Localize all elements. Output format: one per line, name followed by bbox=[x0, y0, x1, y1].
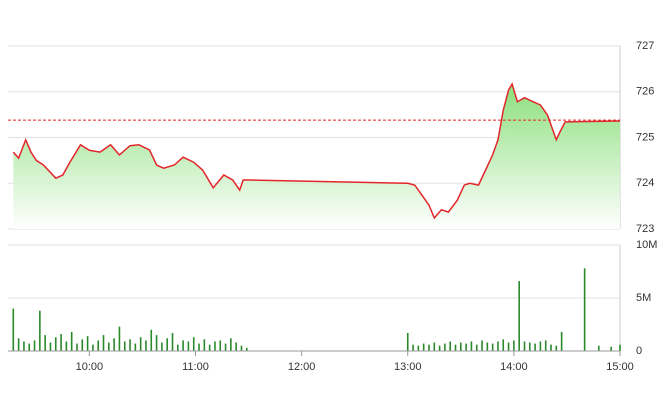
volume-bar bbox=[523, 341, 526, 351]
volume-bar bbox=[198, 343, 200, 351]
volume-bar bbox=[449, 341, 451, 351]
volume-bar bbox=[219, 340, 222, 351]
volume-bar bbox=[108, 342, 110, 351]
volume-bar bbox=[129, 339, 131, 351]
volume-bar bbox=[224, 343, 227, 351]
volume-bar bbox=[465, 343, 467, 351]
volume-bar bbox=[433, 342, 436, 351]
volume-bar bbox=[214, 341, 216, 351]
volume-bar bbox=[208, 344, 211, 351]
volume-bar bbox=[497, 341, 499, 351]
y-tick-label: 0 bbox=[636, 345, 642, 357]
x-tick-label: 14:00 bbox=[500, 361, 528, 373]
volume-bar bbox=[166, 338, 168, 351]
volume-bar bbox=[481, 340, 483, 351]
volume-bar bbox=[502, 339, 505, 351]
volume-bar bbox=[23, 341, 25, 351]
volume-bar bbox=[182, 340, 184, 351]
y-tick-label: 5M bbox=[636, 292, 651, 304]
volume-bar bbox=[518, 281, 520, 351]
volume-bar bbox=[230, 338, 232, 351]
volume-bar bbox=[123, 341, 126, 351]
x-tick-label: 12:00 bbox=[288, 361, 316, 373]
price-line bbox=[12, 82, 621, 220]
volume-bar bbox=[97, 340, 100, 351]
volume-bar bbox=[187, 341, 190, 351]
volume-bar bbox=[454, 344, 457, 351]
y-tick-label: 723 bbox=[636, 223, 654, 235]
volume-bar bbox=[44, 335, 46, 351]
volume-bar bbox=[139, 337, 142, 351]
volume-bar bbox=[113, 338, 115, 351]
volume-bar bbox=[70, 331, 73, 351]
y-tick-label: 725 bbox=[636, 131, 654, 143]
volume-bar bbox=[54, 337, 57, 351]
volume-bar bbox=[171, 332, 174, 351]
x-tick-label: 10:00 bbox=[76, 361, 104, 373]
volume-bar bbox=[513, 340, 515, 351]
volume-bar bbox=[507, 342, 510, 351]
volume-bar bbox=[81, 339, 84, 351]
volume-bar bbox=[235, 342, 237, 351]
volume-bar bbox=[486, 342, 489, 351]
x-tick-label: 11:00 bbox=[182, 361, 209, 373]
volume-bar bbox=[539, 341, 542, 351]
volume-bar bbox=[12, 308, 15, 351]
volume-bar bbox=[102, 335, 105, 351]
y-tick-label: 724 bbox=[636, 177, 654, 189]
volume-bar bbox=[460, 342, 462, 351]
volume-bar bbox=[555, 345, 558, 351]
volume-bar bbox=[39, 310, 41, 351]
volume-bar bbox=[491, 343, 494, 351]
volume-bar bbox=[428, 344, 430, 351]
volume-bar bbox=[155, 335, 158, 351]
volume-bar bbox=[412, 344, 414, 351]
volume-bar bbox=[161, 342, 163, 351]
volume-bar bbox=[245, 347, 248, 351]
x-tick-label: 13:00 bbox=[394, 361, 422, 373]
volume-bar bbox=[470, 341, 473, 351]
volume-bar bbox=[583, 268, 586, 351]
volume-bar bbox=[177, 344, 179, 351]
volume-bar bbox=[240, 345, 243, 351]
y-tick-label: 727 bbox=[636, 40, 654, 52]
volume-bar bbox=[65, 341, 68, 351]
x-tick-label: 15:00 bbox=[606, 361, 634, 373]
volume-bar bbox=[76, 343, 78, 351]
volume-bar bbox=[560, 331, 563, 351]
volume-bar bbox=[192, 337, 195, 351]
volume-bar bbox=[534, 343, 536, 351]
volume-bar bbox=[134, 343, 137, 351]
volume-bar bbox=[610, 346, 612, 351]
volume-bar bbox=[544, 340, 547, 351]
y-tick-label: 10M bbox=[636, 239, 657, 251]
volume-bar bbox=[619, 344, 621, 351]
volume-bar bbox=[33, 340, 36, 351]
volume-bar bbox=[92, 344, 94, 351]
volume-bar bbox=[118, 326, 121, 351]
volume-bar bbox=[597, 345, 600, 351]
y-tick-label: 726 bbox=[636, 86, 654, 98]
volume-bar bbox=[475, 344, 478, 351]
volume-bar bbox=[145, 340, 147, 351]
volume-bar bbox=[17, 338, 20, 351]
volume-bar bbox=[417, 345, 420, 351]
volume-bar bbox=[444, 343, 446, 351]
volume-bar bbox=[528, 342, 531, 351]
volume-bar bbox=[438, 345, 441, 351]
volume-bar bbox=[550, 344, 552, 351]
volume-bar bbox=[86, 336, 89, 351]
volume-bar bbox=[406, 332, 409, 351]
price-area bbox=[13, 84, 621, 229]
volume-bar bbox=[422, 343, 425, 351]
volume-bar bbox=[60, 334, 62, 351]
volume-bar bbox=[49, 342, 52, 351]
volume-bar bbox=[150, 329, 153, 351]
volume-bar bbox=[28, 343, 31, 351]
volume-bar bbox=[203, 339, 206, 351]
